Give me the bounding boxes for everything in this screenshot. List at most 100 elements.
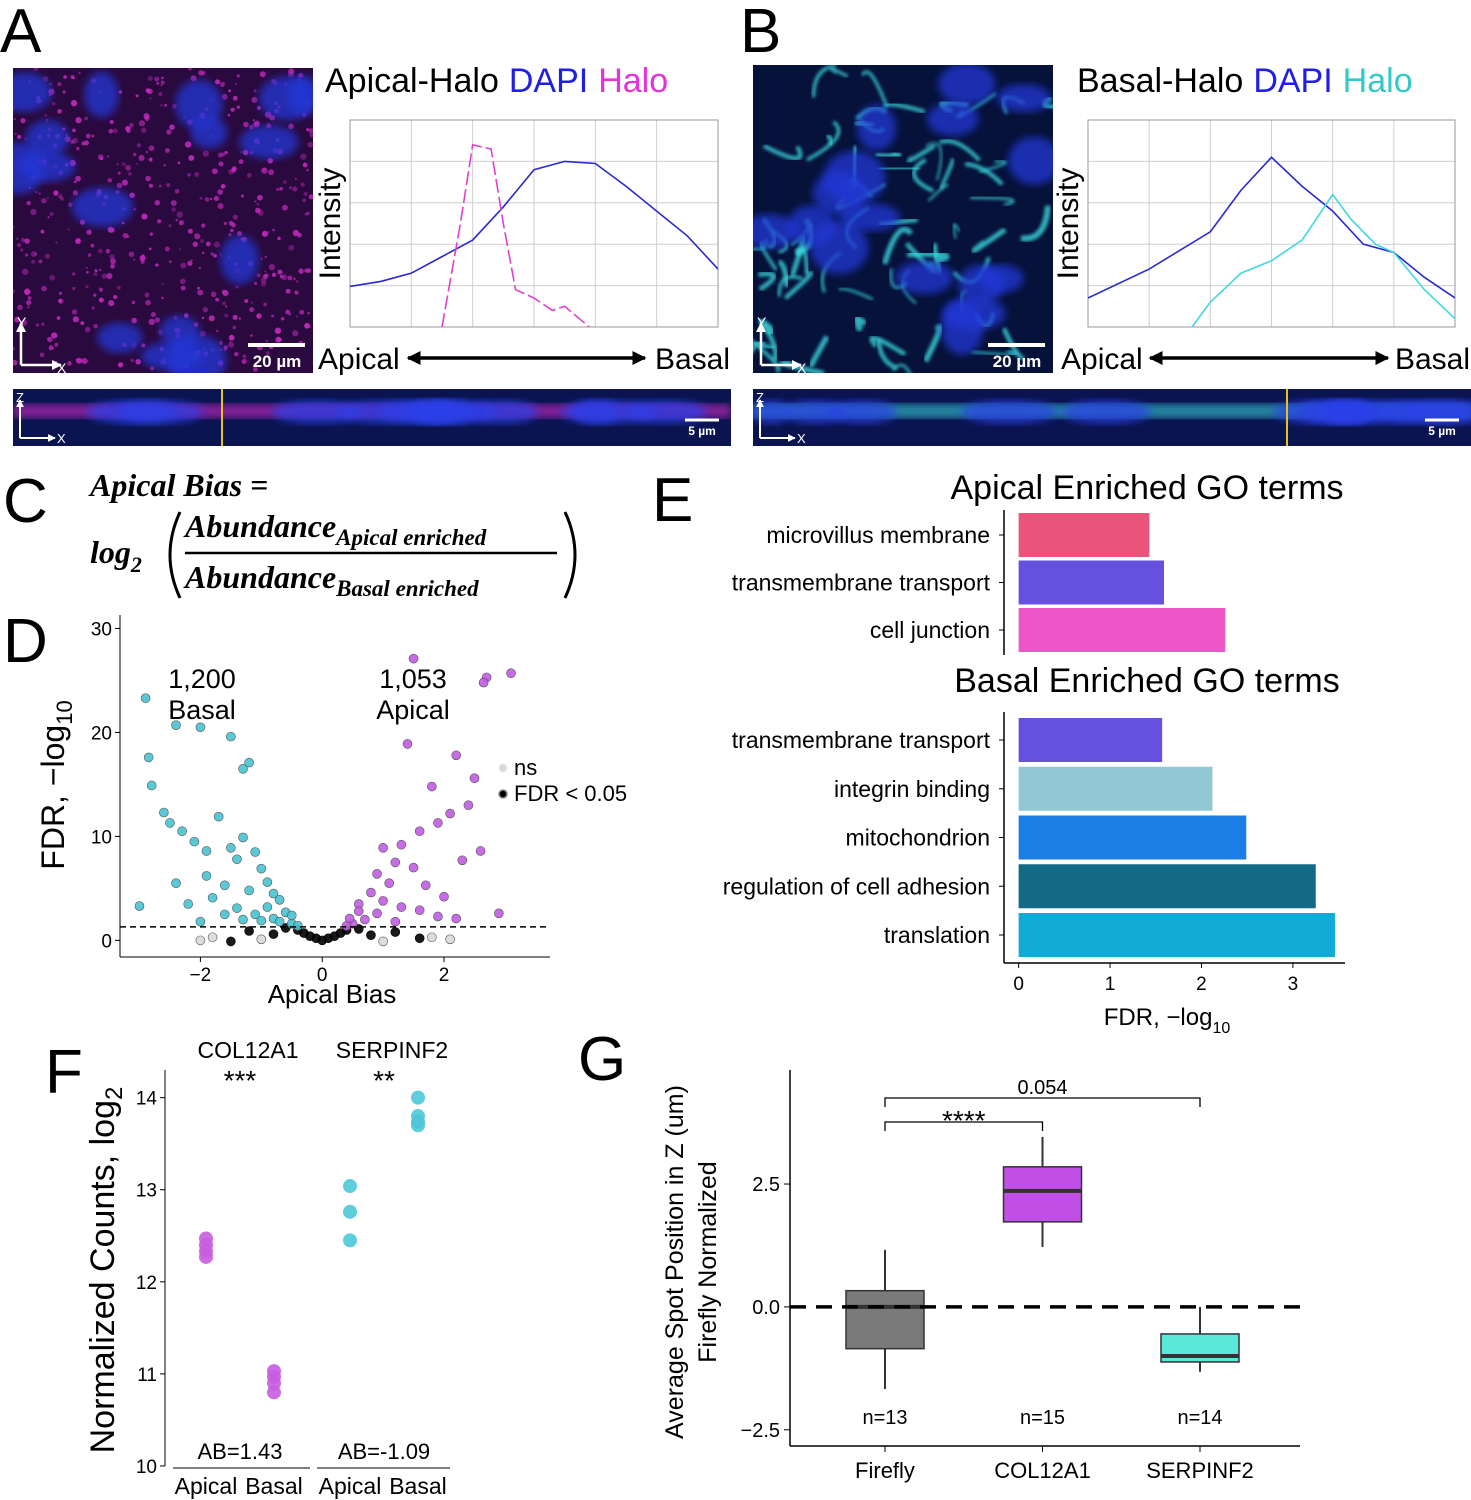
stain-speck — [287, 275, 293, 281]
stain-speck — [282, 204, 288, 211]
point — [244, 926, 254, 936]
stain-speck — [178, 219, 185, 226]
stain-speck — [187, 173, 191, 177]
stain-speck — [98, 287, 104, 292]
stain-speck — [38, 192, 41, 195]
stain-membrane — [875, 150, 902, 159]
nucleus — [220, 235, 259, 285]
y-tick-label: 20 — [91, 723, 112, 744]
intensity-line — [1088, 156, 1455, 299]
panel-label: A — [0, 0, 42, 66]
stain-speck — [307, 141, 313, 148]
equation-text: AbundanceApical enriched — [183, 508, 487, 550]
stain-speck — [51, 101, 56, 106]
point — [411, 1090, 425, 1105]
stain-speck — [299, 309, 305, 315]
stain-speck — [75, 238, 81, 244]
stain-speck — [236, 74, 240, 78]
point — [478, 677, 489, 688]
stain-speck — [274, 327, 282, 334]
stain-membrane — [838, 287, 874, 301]
gene-label: SERPINF2 — [336, 1037, 448, 1063]
stain-speck — [141, 127, 147, 133]
stain-speck — [221, 152, 226, 157]
stain-speck — [267, 231, 270, 234]
stain-speck — [287, 71, 294, 78]
stain-speck — [199, 196, 203, 200]
title-part: DAPI — [1253, 62, 1332, 100]
stain-speck — [190, 259, 193, 262]
stain-speck — [155, 263, 159, 267]
point — [414, 826, 425, 837]
equation-log: log — [90, 534, 131, 570]
nucleus — [287, 75, 313, 116]
stain-speck — [169, 260, 172, 264]
stain-speck — [256, 106, 262, 111]
point — [201, 871, 212, 881]
stain-speck — [235, 285, 239, 289]
stain-speck — [105, 248, 111, 254]
point — [268, 929, 279, 939]
stain-membrane — [970, 196, 1015, 207]
stain-speck — [109, 254, 115, 260]
point — [159, 807, 169, 818]
y-tick-label: 10 — [136, 1457, 157, 1478]
z-nucleus — [115, 400, 203, 424]
stain-speck — [264, 270, 267, 273]
stain-speck — [295, 280, 299, 283]
nucleus — [926, 102, 979, 136]
stain-speck — [110, 264, 115, 269]
point — [140, 693, 151, 703]
stain-speck — [236, 105, 241, 109]
point — [238, 764, 248, 774]
denominator: Abundance — [183, 559, 336, 595]
stain-membrane — [1020, 205, 1051, 242]
comparison-label: 0.054 — [1017, 1077, 1067, 1099]
stain-speck — [188, 154, 195, 161]
point — [238, 832, 248, 843]
category-label: regulation of cell adhesion — [723, 873, 990, 899]
stain-speck — [164, 246, 170, 252]
stain-speck — [118, 90, 123, 94]
intensity-line — [1191, 193, 1455, 327]
axis-letter: Z — [756, 390, 764, 405]
stain-speck — [213, 241, 220, 248]
stain-speck — [24, 288, 31, 295]
stain-speck — [135, 94, 139, 98]
stain-speck — [107, 177, 113, 183]
stain-speck — [30, 251, 37, 258]
stain-speck — [222, 290, 229, 297]
stain-speck — [54, 342, 59, 347]
point — [506, 668, 516, 679]
stain-speck — [215, 297, 220, 302]
stain-speck — [261, 167, 268, 174]
stain-membrane — [829, 66, 849, 78]
category-label: transmembrane transport — [732, 570, 991, 596]
stain-speck — [169, 124, 175, 130]
category-label: translation — [884, 922, 990, 948]
stain-speck — [97, 248, 103, 254]
stain-speck — [62, 90, 66, 94]
point — [195, 916, 206, 927]
point — [213, 811, 224, 822]
z-nucleus — [1407, 400, 1471, 424]
stain-speck — [75, 117, 82, 124]
point — [494, 908, 504, 919]
category-label: Basal — [389, 1473, 447, 1499]
stain-speck — [254, 200, 257, 203]
nucleus — [140, 341, 205, 371]
stain-speck — [73, 180, 77, 184]
scale-label: 5 µm — [688, 424, 716, 438]
stain-speck — [154, 200, 160, 206]
stain-speck — [194, 172, 200, 177]
point — [293, 921, 303, 931]
z-nucleus — [272, 400, 364, 424]
paren — [168, 511, 182, 599]
point — [384, 878, 395, 888]
stain-speck — [145, 150, 149, 154]
point — [226, 843, 236, 853]
stain-speck — [72, 76, 75, 80]
annotation-count: 1,200 — [168, 664, 236, 694]
stain-speck — [148, 157, 153, 163]
stain-speck — [230, 107, 235, 112]
